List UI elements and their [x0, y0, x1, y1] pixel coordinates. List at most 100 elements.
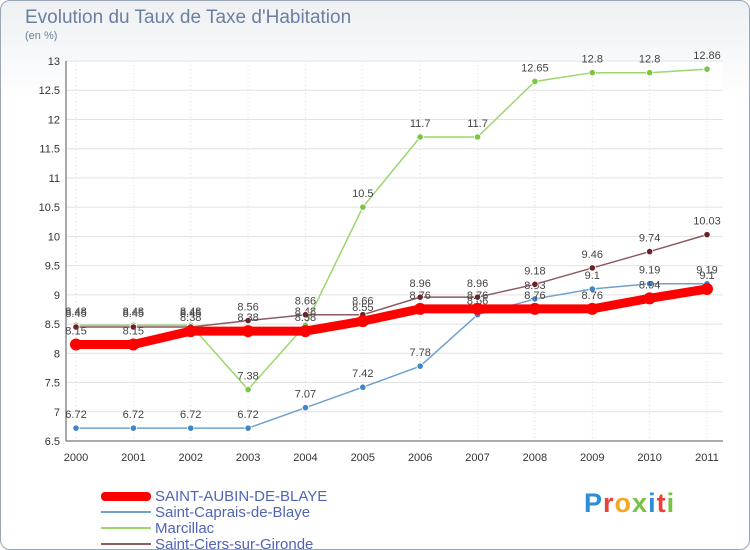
x-tick-label: 2003	[236, 452, 260, 464]
y-tick-label: 8.5	[45, 319, 60, 331]
legend-item-saint-caprais-de-blaye: Saint-Caprais-de-Blaye	[101, 503, 327, 521]
y-tick-label: 7	[54, 407, 60, 419]
data-label-saint-caprais-de-blaye: 6.72	[180, 409, 201, 421]
logo-letter: i	[666, 488, 676, 518]
x-tick-label: 2007	[465, 452, 489, 464]
plot-area	[66, 61, 723, 441]
data-label-saint-caprais-de-blaye: 9.19	[696, 265, 717, 277]
data-point-saint-caprais-de-blaye	[588, 285, 596, 293]
data-point-marcillac	[646, 69, 654, 77]
legend-label: Saint-Ciers-sur-Gironde	[155, 535, 314, 550]
data-label-saint-aubin-de-blaye: 8.55	[352, 302, 373, 314]
y-tick-label: 9.5	[45, 261, 60, 273]
data-point-saint-aubin-de-blaye	[356, 315, 369, 328]
y-tick-label: 11.5	[39, 144, 60, 156]
data-label-saint-ciers-sur-gironde: 8.96	[467, 278, 488, 290]
x-tick-label: 2010	[637, 452, 661, 464]
data-point-saint-aubin-de-blaye	[70, 338, 82, 351]
data-label-marcillac: 11.7	[467, 118, 488, 130]
legend-swatch	[101, 491, 151, 501]
data-point-marcillac	[588, 69, 596, 77]
data-label-saint-aubin-de-blaye: 8.76	[524, 290, 545, 302]
data-label-saint-caprais-de-blaye: 7.78	[409, 347, 430, 359]
y-tick-label: 10	[48, 231, 60, 243]
x-tick-label: 2005	[351, 452, 375, 464]
data-label-saint-caprais-de-blaye: 6.72	[123, 409, 144, 421]
y-tick-label: 7.5	[45, 378, 60, 390]
legend-swatch	[101, 511, 151, 513]
data-label-saint-ciers-sur-gironde: 8.96	[409, 278, 430, 290]
data-label-marcillac: 10.5	[352, 188, 373, 200]
data-point-saint-caprais-de-blaye	[244, 424, 252, 432]
data-point-marcillac	[359, 203, 367, 211]
legend-label: Saint-Caprais-de-Blaye	[155, 503, 311, 521]
line-chart: 6.5 7 7.5 8 8.5 9 9.5 10 10.5 11 11.5 12 12.5 13 2000 2…	[39, 50, 723, 464]
data-point-marcillac	[244, 385, 252, 394]
data-label-marcillac: 8.48	[65, 306, 86, 318]
y-tick-label: 13	[48, 56, 60, 68]
logo-letter: x	[632, 488, 649, 518]
data-point-saint-ciers-sur-gironde	[703, 231, 711, 239]
y-tick-label: 6.5	[45, 436, 60, 448]
data-point-saint-ciers-sur-gironde	[72, 323, 80, 331]
data-label-saint-ciers-sur-gironde: 8.56	[237, 302, 258, 314]
data-label-marcillac: 12.65	[521, 62, 549, 74]
legend-item-marcillac: Marcillac	[101, 519, 327, 537]
x-tick-label: 2004	[293, 452, 317, 464]
data-point-marcillac	[473, 133, 482, 141]
data-label-marcillac: 8.48	[180, 306, 201, 318]
data-point-saint-aubin-de-blaye	[299, 325, 312, 338]
data-label-marcillac: 12.86	[693, 50, 721, 62]
legend-swatch	[101, 543, 151, 545]
data-point-saint-ciers-sur-gironde	[646, 247, 654, 256]
legend-item-saint-ciers-sur-gironde: Saint-Ciers-sur-Gironde	[101, 535, 327, 550]
data-label-saint-caprais-de-blaye: 9.19	[639, 265, 660, 277]
data-point-saint-aubin-de-blaye	[528, 302, 541, 315]
data-point-saint-aubin-de-blaye	[127, 338, 140, 351]
data-label-saint-ciers-sur-gironde: 9.46	[582, 249, 603, 261]
y-tick-label: 12.5	[39, 85, 60, 97]
data-point-saint-caprais-de-blaye	[187, 424, 195, 432]
x-tick-label: 2009	[580, 452, 604, 464]
data-label-saint-ciers-sur-gironde: 9.74	[639, 233, 660, 245]
data-point-saint-caprais-de-blaye	[301, 404, 310, 412]
logo-letter: o	[614, 488, 633, 518]
data-label-saint-aubin-de-blaye: 8.38	[180, 312, 201, 324]
data-point-saint-caprais-de-blaye	[72, 424, 80, 432]
x-tick-label: 2011	[695, 452, 719, 464]
data-point-saint-aubin-de-blaye	[586, 302, 599, 315]
data-label-marcillac: 7.38	[237, 371, 258, 383]
data-label-saint-aubin-de-blaye: 8.76	[409, 290, 430, 302]
data-label-saint-ciers-sur-gironde: 8.45	[180, 308, 201, 320]
y-tick-label: 10.5	[39, 202, 60, 214]
series-line-saint-caprais-de-blaye	[76, 282, 707, 429]
legend-label: Marcillac	[155, 519, 215, 537]
data-label-saint-caprais-de-blaye: 6.72	[65, 409, 86, 421]
data-point-saint-aubin-de-blaye	[242, 325, 255, 338]
data-point-marcillac	[703, 65, 711, 73]
data-label-saint-ciers-sur-gironde: 8.45	[65, 308, 86, 320]
data-point-saint-aubin-de-blaye	[701, 283, 713, 295]
data-label-saint-aubin-de-blaye: 8.15	[123, 326, 144, 338]
data-point-saint-aubin-de-blaye	[184, 325, 197, 338]
data-label-saint-aubin-de-blaye: 8.76	[467, 290, 488, 302]
data-label-saint-caprais-de-blaye: 6.72	[237, 409, 258, 421]
data-point-saint-ciers-sur-gironde	[473, 293, 482, 301]
proxiti-logo: Proxiti	[584, 488, 675, 519]
data-label-saint-caprais-de-blaye: 7.42	[352, 368, 373, 380]
chart-title: Evolution du Taux de Taxe d'Habitation	[25, 7, 352, 28]
data-label-marcillac: 12.8	[582, 54, 603, 66]
data-label-marcillac: 11.7	[410, 118, 431, 130]
data-point-saint-ciers-sur-gironde	[301, 311, 310, 319]
data-label-saint-aubin-de-blaye: 8.15	[65, 326, 86, 338]
y-tick-label: 9	[54, 290, 60, 302]
data-label-saint-aubin-de-blaye: 8.76	[582, 290, 603, 302]
data-label-saint-ciers-sur-gironde: 8.45	[123, 308, 144, 320]
data-label-saint-caprais-de-blaye: 9.1	[585, 270, 600, 282]
data-label-saint-ciers-sur-gironde: 10.03	[693, 216, 721, 228]
data-label-saint-ciers-sur-gironde: 8.66	[352, 296, 373, 308]
data-label-saint-ciers-sur-gironde: 9.18	[524, 265, 545, 277]
data-point-saint-ciers-sur-gironde	[416, 293, 424, 301]
data-label-marcillac: 12.8	[639, 54, 660, 66]
